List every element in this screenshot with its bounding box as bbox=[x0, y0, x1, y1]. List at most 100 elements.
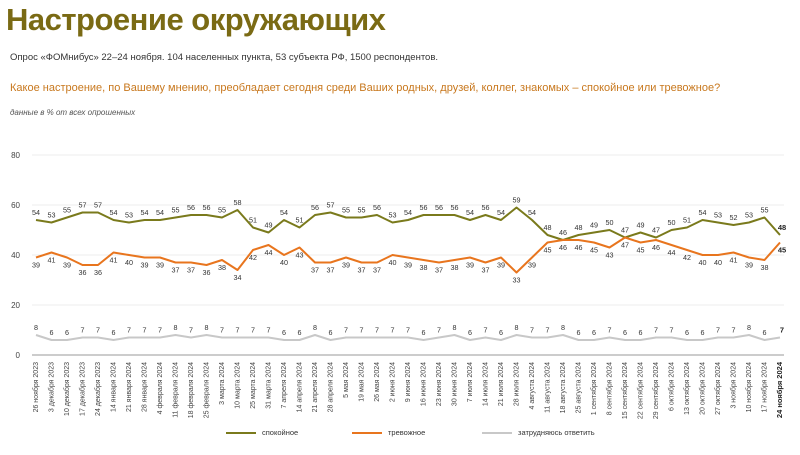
legend-swatch-unsure bbox=[482, 431, 512, 434]
data-label-anxious: 37 bbox=[187, 266, 195, 275]
data-label-anxious: 36 bbox=[94, 268, 102, 277]
data-label-calm: 53 bbox=[714, 211, 722, 220]
data-label-calm: 54 bbox=[110, 208, 118, 217]
x-tick-label: 10 ноября 2024 bbox=[745, 362, 753, 413]
data-label-anxious: 39 bbox=[745, 261, 753, 270]
data-label-anxious: 37 bbox=[327, 266, 335, 275]
data-label-unsure: 8 bbox=[205, 323, 209, 332]
data-label-anxious: 39 bbox=[466, 261, 474, 270]
x-tick-label: 11 февраля 2024 bbox=[173, 362, 180, 418]
y-tick-label: 60 bbox=[11, 201, 20, 210]
data-label-calm: 57 bbox=[94, 201, 102, 210]
data-label-calm: 55 bbox=[172, 206, 180, 215]
page-title: Настроение окружающих bbox=[6, 2, 386, 37]
y-axis-labels: 0 20 40 60 80 bbox=[11, 151, 20, 360]
data-label-calm: 49 bbox=[637, 221, 645, 230]
x-tick-label: 26 мая 2024 bbox=[374, 362, 381, 402]
data-label-unsure: 7 bbox=[360, 326, 364, 335]
x-tick-label: 17 ноября 2024 bbox=[761, 362, 769, 413]
x-tick-label: 28 января 2024 bbox=[142, 362, 149, 412]
x-tick-label: 21 января 2024 bbox=[126, 362, 133, 412]
data-label-anxious: 33 bbox=[513, 276, 521, 285]
x-tick-label: 3 ноября 2024 bbox=[730, 362, 738, 409]
data-label-anxious: 40 bbox=[389, 258, 397, 267]
data-label-calm: 55 bbox=[358, 206, 366, 215]
data-label-calm: 56 bbox=[482, 203, 490, 212]
x-tick-label: 16 июня 2024 bbox=[421, 362, 428, 406]
x-tick-label: 11 августа 2024 bbox=[545, 362, 552, 413]
series-line-calm bbox=[35, 206, 781, 241]
data-label-anxious: 37 bbox=[373, 266, 381, 275]
x-tick-label: 4 августа 2024 bbox=[529, 362, 536, 410]
data-label-calm: 54 bbox=[141, 208, 149, 217]
x-tick-label: 27 октября 2024 bbox=[714, 362, 722, 415]
data-label-anxious: 43 bbox=[606, 251, 614, 260]
x-tick-label: 25 августа 2024 bbox=[576, 362, 583, 413]
data-label-anxious: 46 bbox=[575, 243, 583, 252]
x-tick-label: 6 октября 2024 bbox=[668, 362, 676, 411]
x-tick-label: 13 октября 2024 bbox=[683, 362, 691, 415]
data-label-unsure: 6 bbox=[50, 328, 54, 337]
x-tick-label: 29 сентября 2024 bbox=[652, 362, 660, 419]
data-label-calm: 53 bbox=[125, 211, 133, 220]
data-label-anxious: 38 bbox=[218, 263, 226, 272]
data-label-unsure: 6 bbox=[422, 328, 426, 337]
data-label-calm: 56 bbox=[420, 203, 428, 212]
data-label-anxious: 45 bbox=[778, 246, 786, 255]
legend-swatch-anxious bbox=[352, 431, 382, 434]
data-label-calm: 52 bbox=[730, 213, 738, 222]
data-label-anxious: 39 bbox=[141, 261, 149, 270]
x-tick-label: 14 июля 2024 bbox=[483, 362, 490, 406]
x-tick-label: 15 сентября 2024 bbox=[621, 362, 629, 419]
data-label-unsure: 8 bbox=[313, 323, 317, 332]
data-label-anxious: 39 bbox=[342, 261, 350, 270]
data-label-calm: 54 bbox=[280, 208, 288, 217]
data-label-unsure: 7 bbox=[158, 326, 162, 335]
data-label-unsure: 6 bbox=[499, 328, 503, 337]
data-label-calm: 54 bbox=[466, 208, 474, 217]
data-label-calm: 54 bbox=[404, 208, 412, 217]
data-label-calm: 50 bbox=[606, 218, 614, 227]
data-label-calm: 56 bbox=[373, 203, 381, 212]
data-label-unsure: 7 bbox=[189, 326, 193, 335]
data-label-calm: 54 bbox=[699, 208, 707, 217]
x-tick-label: 14 января 2024 bbox=[111, 362, 118, 412]
data-label-anxious: 41 bbox=[110, 256, 118, 265]
data-label-anxious: 40 bbox=[699, 258, 707, 267]
data-label-calm: 57 bbox=[79, 201, 87, 210]
data-label-unsure: 6 bbox=[112, 328, 116, 337]
data-label-anxious: 46 bbox=[559, 243, 567, 252]
data-label-anxious: 36 bbox=[203, 268, 211, 277]
data-label-unsure: 6 bbox=[282, 328, 286, 337]
units-note: данные в % от всех опрошенных bbox=[10, 108, 136, 117]
x-tick-label: 4 февраля 2024 bbox=[157, 362, 164, 414]
data-label-unsure: 7 bbox=[780, 326, 784, 335]
data-label-anxious: 39 bbox=[404, 261, 412, 270]
data-label-calm: 49 bbox=[590, 221, 598, 230]
data-label-anxious: 45 bbox=[637, 246, 645, 255]
data-label-calm: 56 bbox=[435, 203, 443, 212]
legend-label-unsure: затрудняюсь ответить bbox=[518, 428, 595, 437]
data-label-anxious: 41 bbox=[730, 256, 738, 265]
data-label-unsure: 8 bbox=[174, 323, 178, 332]
x-tick-label: 24 декабря 2023 bbox=[94, 362, 102, 416]
data-label-unsure: 7 bbox=[732, 326, 736, 335]
data-label-anxious: 44 bbox=[668, 248, 676, 257]
x-tick-label: 5 мая 2024 bbox=[343, 362, 350, 398]
data-label-anxious: 45 bbox=[544, 246, 552, 255]
x-tick-label: 19 мая 2024 bbox=[359, 362, 366, 402]
legend-item-unsure: затрудняюсь ответить bbox=[482, 428, 595, 437]
data-label-anxious: 37 bbox=[311, 266, 319, 275]
data-label-calm: 51 bbox=[296, 216, 304, 225]
data-label-calm: 51 bbox=[683, 216, 691, 225]
chart-legend: спокойное тревожное затрудняюсь ответить bbox=[0, 428, 800, 442]
data-label-anxious: 39 bbox=[156, 261, 164, 270]
x-tick-label: 7 апреля 2024 bbox=[281, 362, 288, 409]
x-tick-label: 3 декабря 2023 bbox=[48, 362, 56, 412]
x-tick-label: 18 августа 2024 bbox=[560, 362, 567, 413]
series-lines bbox=[35, 206, 781, 341]
data-label-unsure: 7 bbox=[546, 326, 550, 335]
data-label-unsure: 7 bbox=[236, 326, 240, 335]
legend-swatch-calm bbox=[226, 431, 256, 434]
